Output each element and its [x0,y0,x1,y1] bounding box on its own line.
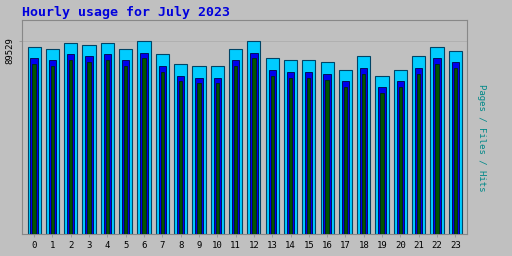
Bar [452,62,459,234]
Bar [250,52,258,234]
Bar [193,66,205,234]
Bar [270,76,274,234]
Bar [397,81,404,234]
Bar [49,60,56,234]
Bar [30,58,38,234]
Bar [454,68,457,234]
Bar [252,58,255,234]
Text: Hourly usage for July 2023: Hourly usage for July 2023 [22,6,230,18]
Bar [344,87,347,234]
Bar [307,78,310,234]
Bar [64,43,77,234]
Bar [67,55,74,234]
Bar [159,66,166,234]
Bar [360,68,368,234]
Bar [247,41,261,234]
Bar [415,68,422,234]
Bar [380,93,383,234]
Bar [362,74,366,234]
Bar [412,56,425,234]
Bar [417,74,420,234]
Bar [284,60,297,234]
Bar [156,55,169,234]
Bar [326,80,329,234]
Bar [124,66,127,234]
Bar [142,58,145,234]
Bar [342,81,349,234]
Bar [195,78,203,234]
Bar [357,56,370,234]
Bar [321,62,334,234]
Bar [449,51,462,234]
Bar [105,60,109,234]
Bar [119,49,132,234]
Bar [378,87,386,234]
Bar [305,72,312,234]
Bar [229,49,242,234]
Bar [28,47,40,234]
Bar [51,66,54,234]
Bar [232,60,239,234]
Bar [433,58,441,234]
Bar [46,49,59,234]
Bar [177,76,184,234]
Bar [161,72,164,234]
Bar [101,43,114,234]
Bar [82,45,96,234]
Bar [140,52,147,234]
Bar [431,47,443,234]
Bar [86,56,93,234]
Bar [69,60,72,234]
Bar [179,81,182,234]
Bar [268,70,276,234]
Bar [122,60,130,234]
Bar [287,72,294,234]
Bar [375,76,389,234]
Bar [302,60,315,234]
Bar [216,83,219,234]
Bar [210,66,224,234]
Bar [289,78,292,234]
Bar [435,64,439,234]
Bar [324,74,331,234]
Bar [104,55,111,234]
Bar [234,66,237,234]
Bar [174,64,187,234]
Bar [266,58,279,234]
Bar [339,70,352,234]
Bar [32,64,36,234]
Bar [399,87,402,234]
Bar [394,70,407,234]
Bar [197,83,201,234]
Bar [214,78,221,234]
Bar [137,41,151,234]
Bar [88,62,91,234]
